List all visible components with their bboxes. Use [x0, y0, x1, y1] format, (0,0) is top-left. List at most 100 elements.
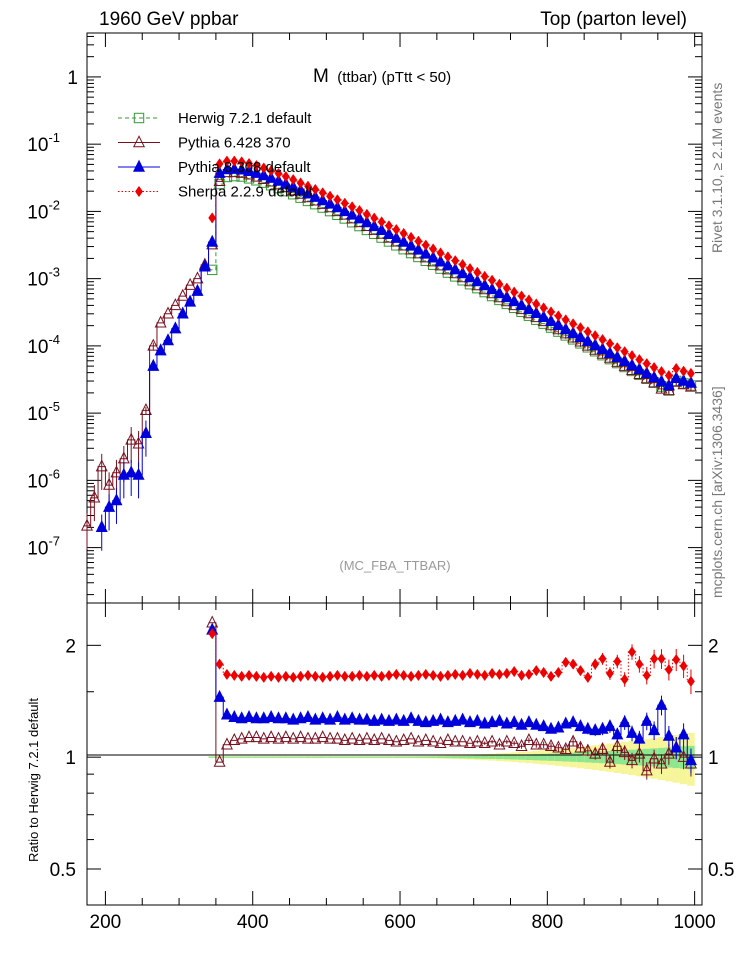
- data-point: [480, 270, 489, 283]
- ratio-data-point: [517, 669, 526, 682]
- ratio-data-point: [301, 731, 314, 744]
- data-point: [561, 314, 570, 326]
- data-point: [589, 337, 602, 351]
- ratio-data-point: [311, 670, 320, 683]
- data-point: [427, 250, 440, 263]
- tick-exponent: -7: [48, 534, 60, 549]
- data-point: [250, 165, 263, 178]
- ratio-frame: [86, 602, 703, 906]
- data-point: [532, 298, 541, 310]
- ratio-data-point: [267, 670, 276, 683]
- ratio-y-tick-label-left: 0.5: [50, 860, 76, 881]
- data-point: [390, 230, 403, 243]
- data-point: [326, 190, 334, 202]
- ratio-data-point: [353, 712, 366, 725]
- data-point: [147, 338, 160, 351]
- data-point: [618, 354, 631, 367]
- data-point: [360, 215, 373, 228]
- data-point: [243, 163, 256, 176]
- legend-marker: [135, 185, 143, 198]
- ratio-data-point: [567, 734, 580, 747]
- data-point: [463, 270, 477, 283]
- rivet-side-label: Rivet 3.1.10, ≥ 2.1M events: [709, 83, 725, 253]
- ratio-band-inner: [510, 754, 518, 760]
- ratio-band-inner: [569, 752, 577, 762]
- ratio-data-point: [252, 670, 261, 683]
- ratio-data-point: [576, 664, 585, 677]
- ratio-data-point: [628, 646, 636, 658]
- data-point: [524, 294, 533, 306]
- data-point: [412, 242, 425, 255]
- data-point: [257, 168, 270, 181]
- data-point: [547, 306, 555, 318]
- ratio-data-point: [539, 666, 548, 679]
- ratio-data-point: [662, 728, 675, 741]
- ratio-data-point: [331, 710, 344, 723]
- ratio-band-inner: [429, 756, 437, 758]
- data-point: [517, 290, 526, 302]
- data-point: [508, 294, 521, 307]
- data-point: [502, 282, 511, 294]
- ratio-band-inner: [296, 756, 305, 758]
- ratio-band-inner: [348, 756, 356, 758]
- ratio-data-point: [463, 735, 477, 748]
- ratio-data-point: [309, 731, 322, 744]
- tick-exponent: -6: [48, 466, 60, 481]
- tick-exponent: -1: [48, 130, 60, 145]
- data-point: [449, 262, 462, 275]
- ratio-band-inner: [319, 756, 327, 758]
- ratio-band-inner: [547, 753, 555, 761]
- data-point: [626, 358, 639, 371]
- data-point: [154, 343, 167, 356]
- data-point: [184, 294, 197, 307]
- ratio-y-axis-label: Ratio to Herwig 7.2.1 default: [26, 698, 41, 862]
- data-point: [677, 373, 690, 386]
- tick-base: 10: [27, 471, 48, 492]
- ratio-data-point: [377, 670, 386, 683]
- ratio-band-inner: [274, 756, 283, 758]
- ratio-data-point: [530, 737, 543, 750]
- data-point: [591, 330, 600, 342]
- data-point: [311, 183, 320, 196]
- ratio-y-tick-label-left: 2: [65, 636, 76, 657]
- data-point: [353, 211, 366, 224]
- data-point: [338, 204, 351, 217]
- data-point: [537, 309, 550, 323]
- ratio-data-point: [360, 712, 373, 725]
- ratio-x-tick-label: 200: [90, 912, 122, 933]
- ratio-data-point: [392, 668, 401, 681]
- ratio-data-point: [613, 655, 622, 668]
- ratio-data-point: [532, 664, 541, 677]
- data-point: [687, 367, 695, 380]
- ratio-band-inner: [252, 756, 261, 758]
- ratio-band-inner: [584, 752, 592, 763]
- ratio-data-point: [502, 667, 511, 680]
- ratio-data-point: [324, 731, 337, 744]
- legend-marker: [132, 135, 146, 148]
- tick-base: 10: [27, 202, 48, 223]
- data-point: [628, 350, 636, 362]
- main-y-tick-label: 10-4: [27, 332, 60, 358]
- ratio-band-inner: [554, 753, 563, 762]
- ratio-data-point: [603, 719, 616, 732]
- ratio-data-point: [333, 669, 342, 682]
- data-point: [605, 337, 614, 350]
- ratio-data-point: [567, 715, 580, 728]
- ratio-data-point: [508, 735, 521, 748]
- analysis-watermark: (MC_FBA_TTBAR): [339, 558, 450, 573]
- ratio-data-point: [360, 731, 373, 744]
- data-point: [539, 302, 548, 314]
- data-point: [662, 378, 675, 391]
- ratio-data-point: [662, 746, 675, 759]
- data-point: [362, 208, 371, 220]
- ratio-data-point: [355, 669, 364, 682]
- main-series-3: [208, 155, 695, 382]
- ratio-data-point: [316, 730, 329, 743]
- legend-item: Pythia 8.308 default: [118, 159, 311, 176]
- data-point: [421, 239, 430, 251]
- ratio-y-tick-labels: 2 2 1 1 0.5 0.5: [50, 636, 735, 881]
- ratio-data-point: [574, 740, 587, 753]
- data-point: [399, 227, 408, 240]
- ratio-y-tick-label-right: 2: [708, 636, 719, 657]
- data-point: [125, 432, 138, 445]
